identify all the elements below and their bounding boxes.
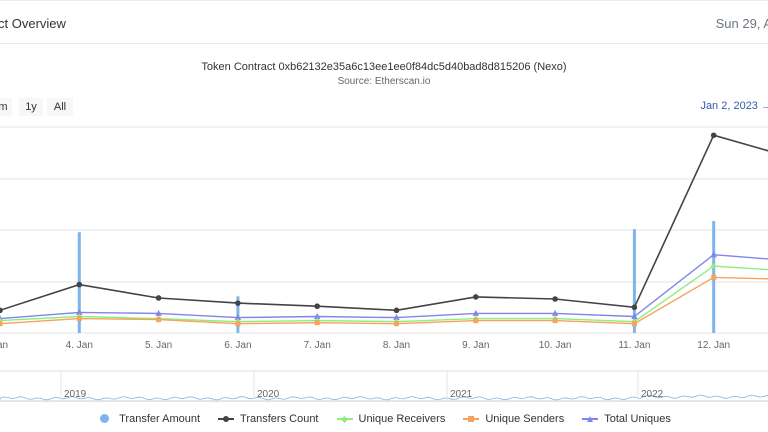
x-tick-label: 4. Jan bbox=[66, 340, 93, 351]
x-tick-label: 5. Jan bbox=[145, 340, 172, 351]
x-tick-label: 12. Jan bbox=[697, 340, 730, 351]
point-transfers-count bbox=[552, 296, 558, 302]
navigator-label: 2021 bbox=[450, 389, 473, 400]
legend-symbol-total-uniques bbox=[582, 414, 599, 424]
point-total-uniques bbox=[393, 314, 400, 321]
chart-title: Token Contract 0xb62132e35a6c13ee1ee0f84… bbox=[201, 61, 567, 73]
zoom-button-m[interactable]: m bbox=[0, 98, 12, 116]
point-transfers-count bbox=[473, 294, 479, 300]
point-transfers-count bbox=[235, 300, 241, 306]
legend-marker bbox=[223, 416, 230, 422]
point-unique-senders bbox=[76, 316, 82, 322]
point-unique-senders bbox=[711, 274, 717, 280]
legend-label-transfers-count: Transfers Count bbox=[240, 413, 319, 425]
legend-marker bbox=[100, 414, 110, 423]
x-tick-label: 9. Jan bbox=[462, 340, 489, 351]
legend-label-transfer-amount: Transfer Amount bbox=[119, 413, 201, 425]
chart-subtitle: Source: Etherscan.io bbox=[337, 76, 431, 87]
overview-header: ct Overview Sun 29, A bbox=[0, 0, 768, 44]
legend-item-unique-receivers[interactable]: Unique Receivers bbox=[336, 413, 446, 425]
x-tick-label: 7. Jan bbox=[304, 340, 331, 351]
legend-item-unique-senders[interactable]: Unique Senders bbox=[463, 413, 564, 425]
point-unique-senders bbox=[314, 320, 320, 326]
point-transfers-count bbox=[710, 132, 717, 139]
legend-marker bbox=[587, 416, 594, 422]
legend-label-unique-receivers: Unique Receivers bbox=[358, 413, 446, 425]
legend-symbol-unique-receivers bbox=[336, 414, 353, 424]
point-unique-senders bbox=[552, 318, 558, 324]
bar-transfer-amount bbox=[632, 229, 636, 333]
point-transfers-count bbox=[314, 303, 321, 310]
x-tick-label: 10. Jan bbox=[539, 340, 572, 351]
point-total-uniques bbox=[314, 313, 321, 320]
point-unique-senders bbox=[0, 321, 3, 327]
point-transfers-count bbox=[155, 295, 162, 301]
x-tick-label: 8. Jan bbox=[383, 340, 410, 351]
legend-item-total-uniques[interactable]: Total Uniques bbox=[582, 413, 671, 425]
legend-symbol-transfers-count bbox=[218, 414, 235, 424]
point-total-uniques bbox=[155, 309, 162, 316]
header-date: Sun 29, A bbox=[715, 16, 768, 31]
point-total-uniques bbox=[710, 251, 717, 258]
series-line-transfers-count bbox=[0, 134, 768, 312]
point-transfers-count bbox=[631, 304, 638, 311]
zoom-button-1y[interactable]: 1y bbox=[19, 98, 43, 116]
point-total-uniques bbox=[631, 313, 638, 320]
legend-item-transfer-amount[interactable]: Transfer Amount bbox=[97, 413, 200, 425]
navigator-label: 2020 bbox=[257, 389, 280, 400]
x-tick-label: Jan bbox=[0, 340, 8, 351]
legend-symbol-unique-senders bbox=[463, 414, 480, 424]
point-unique-senders bbox=[156, 317, 162, 323]
navigator-series bbox=[0, 394, 768, 401]
x-tick-label: 6. Jan bbox=[224, 340, 251, 351]
navigator-label: 2022 bbox=[641, 389, 664, 400]
x-tick-label: 11. Jan bbox=[618, 340, 650, 351]
point-unique-senders bbox=[631, 321, 637, 327]
legend-marker bbox=[468, 416, 475, 422]
point-unique-senders bbox=[473, 318, 479, 324]
point-unique-receivers bbox=[710, 263, 717, 270]
legend-marker bbox=[340, 415, 348, 423]
point-total-uniques bbox=[551, 309, 559, 316]
legend-label-unique-senders: Unique Senders bbox=[485, 413, 565, 425]
zoom-button-all[interactable]: All bbox=[47, 98, 73, 116]
point-unique-senders bbox=[235, 321, 241, 327]
point-transfers-count bbox=[0, 307, 3, 314]
point-unique-senders bbox=[394, 321, 399, 327]
point-total-uniques bbox=[472, 309, 479, 316]
point-transfers-count bbox=[76, 281, 83, 288]
point-transfers-count bbox=[393, 307, 400, 314]
legend-label-total-uniques: Total Uniques bbox=[604, 413, 671, 425]
legend: Transfer Amount Transfers Count Unique R… bbox=[0, 413, 768, 425]
point-total-uniques bbox=[234, 314, 242, 321]
navigator-label: 2019 bbox=[64, 389, 87, 400]
page-title: ct Overview bbox=[0, 16, 66, 31]
point-total-uniques bbox=[76, 308, 83, 315]
range-selector-from[interactable]: Jan 2, 2023 → bbox=[700, 100, 768, 112]
legend-item-transfers-count[interactable]: Transfers Count bbox=[218, 413, 319, 425]
legend-symbol-transfer-amount bbox=[97, 414, 113, 424]
